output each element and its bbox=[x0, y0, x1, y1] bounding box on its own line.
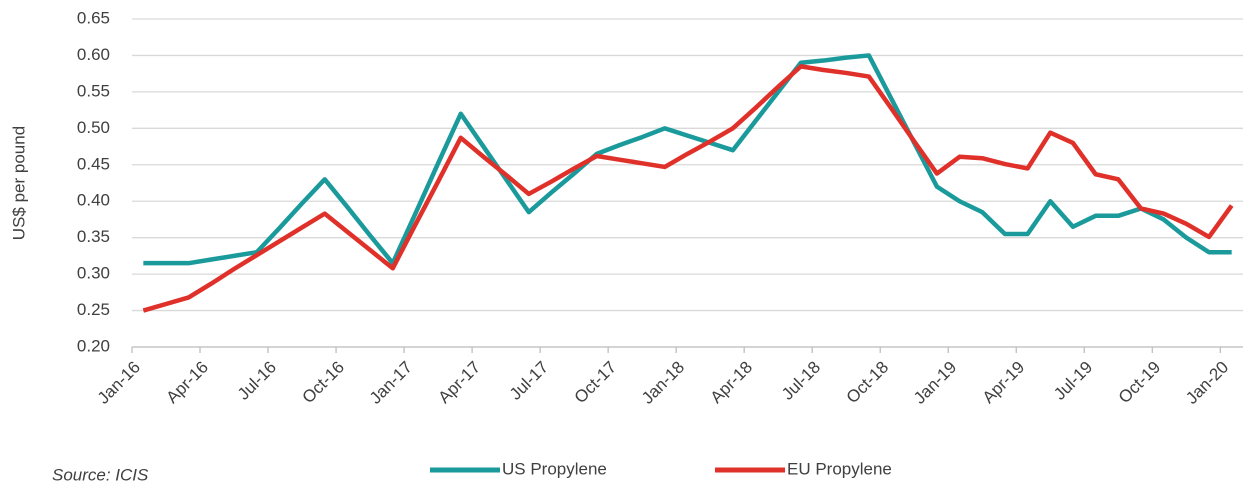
y-tick-label: 0.50 bbox=[77, 118, 110, 137]
y-tick-label: 0.35 bbox=[77, 227, 110, 246]
y-axis-label: US$ per pound bbox=[9, 126, 28, 240]
x-tick-label: Oct-18 bbox=[843, 358, 893, 408]
x-tick-label: Oct-17 bbox=[571, 358, 621, 408]
x-tick-label: Jul-18 bbox=[778, 358, 824, 404]
x-tick-label: Jan-20 bbox=[1182, 358, 1232, 408]
source-note: Source: ICIS bbox=[52, 465, 149, 483]
x-tick-label: Jan-17 bbox=[366, 358, 416, 408]
series-line bbox=[143, 53, 1232, 266]
legend-label: US Propylene bbox=[502, 459, 607, 478]
x-tick-label: Jul-19 bbox=[1050, 358, 1096, 404]
x-tick-label: Apr-17 bbox=[435, 358, 485, 408]
y-tick-label: 0.60 bbox=[77, 45, 110, 64]
y-tick-label: 0.65 bbox=[77, 8, 110, 27]
x-tick-label: Apr-16 bbox=[163, 358, 213, 408]
x-tick-label: Apr-18 bbox=[707, 358, 757, 408]
y-tick-label: 0.25 bbox=[77, 300, 110, 319]
y-tick-label: 0.45 bbox=[77, 154, 110, 173]
plot-area bbox=[142, 53, 1234, 313]
y-tick-label: 0.55 bbox=[77, 81, 110, 100]
legend-label: EU Propylene bbox=[787, 459, 892, 478]
x-tick-label: Jan-16 bbox=[94, 358, 144, 408]
x-tick-label: Oct-19 bbox=[1115, 358, 1165, 408]
x-tick-label: Jul-16 bbox=[234, 358, 280, 404]
y-tick-label: 0.40 bbox=[77, 191, 110, 210]
x-tick-label: Jan-19 bbox=[910, 358, 960, 408]
y-tick-label: 0.30 bbox=[77, 264, 110, 283]
x-tick-label: Jul-17 bbox=[506, 358, 552, 404]
x-tick-label: Jan-18 bbox=[638, 358, 688, 408]
x-tick-label: Oct-16 bbox=[299, 358, 349, 408]
y-tick-label: 0.20 bbox=[77, 336, 110, 355]
x-tick-label: Apr-19 bbox=[979, 358, 1029, 408]
series-line bbox=[142, 64, 1234, 313]
